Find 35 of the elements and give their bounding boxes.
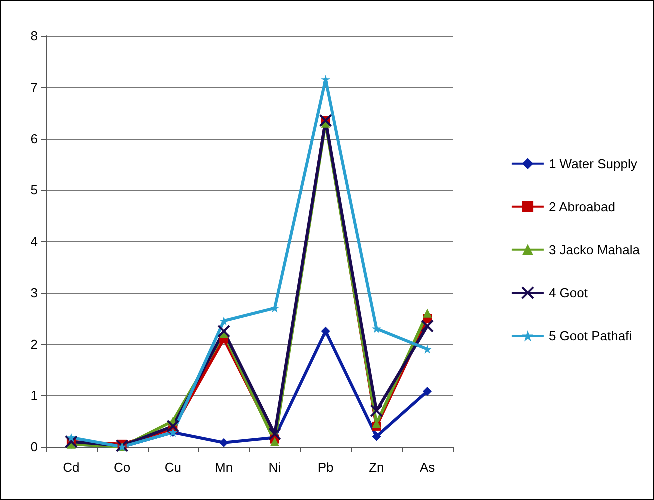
- x-tick-label: Pb: [318, 460, 334, 475]
- point: [372, 432, 382, 442]
- point: [370, 404, 384, 418]
- point: [321, 75, 330, 84]
- x-tick-label: As: [420, 460, 436, 475]
- y-tick-label: 0: [30, 440, 38, 454]
- legend-label: 3 Jacko Mahala: [548, 242, 641, 258]
- x-tick-label: Cd: [63, 460, 80, 475]
- y-tick-label: 5: [30, 182, 38, 198]
- legend-label: 5 Goot Pathafi: [548, 328, 632, 344]
- legend-label: 1 Water Supply: [548, 156, 638, 172]
- y-tick-label: 2: [30, 336, 38, 352]
- point: [166, 420, 180, 433]
- y-tick-label: 3: [30, 285, 38, 300]
- y-tick-label: 4: [30, 234, 38, 249]
- point: [116, 439, 129, 452]
- point: [268, 428, 282, 441]
- y-tick-label: 8: [30, 28, 38, 44]
- point: [423, 387, 432, 396]
- point: [321, 326, 330, 336]
- y-tick-label: 6: [30, 131, 38, 146]
- x-tick-label: Co: [114, 460, 131, 475]
- point: [423, 308, 432, 318]
- y-tick-label: 7: [30, 80, 38, 95]
- x-tick-label: Zn: [369, 460, 384, 475]
- x-tick-label: Cu: [164, 460, 182, 475]
- x-tick-label: Mn: [215, 460, 234, 475]
- point: [270, 437, 280, 446]
- point: [66, 433, 76, 442]
- point: [218, 324, 231, 338]
- legend-label: 2 Abroabad: [548, 199, 616, 214]
- x-tick-label: Ni: [268, 460, 282, 475]
- point: [421, 320, 434, 333]
- y-tick-label: 1: [30, 388, 38, 404]
- legend-label: 4 Goot: [548, 286, 588, 300]
